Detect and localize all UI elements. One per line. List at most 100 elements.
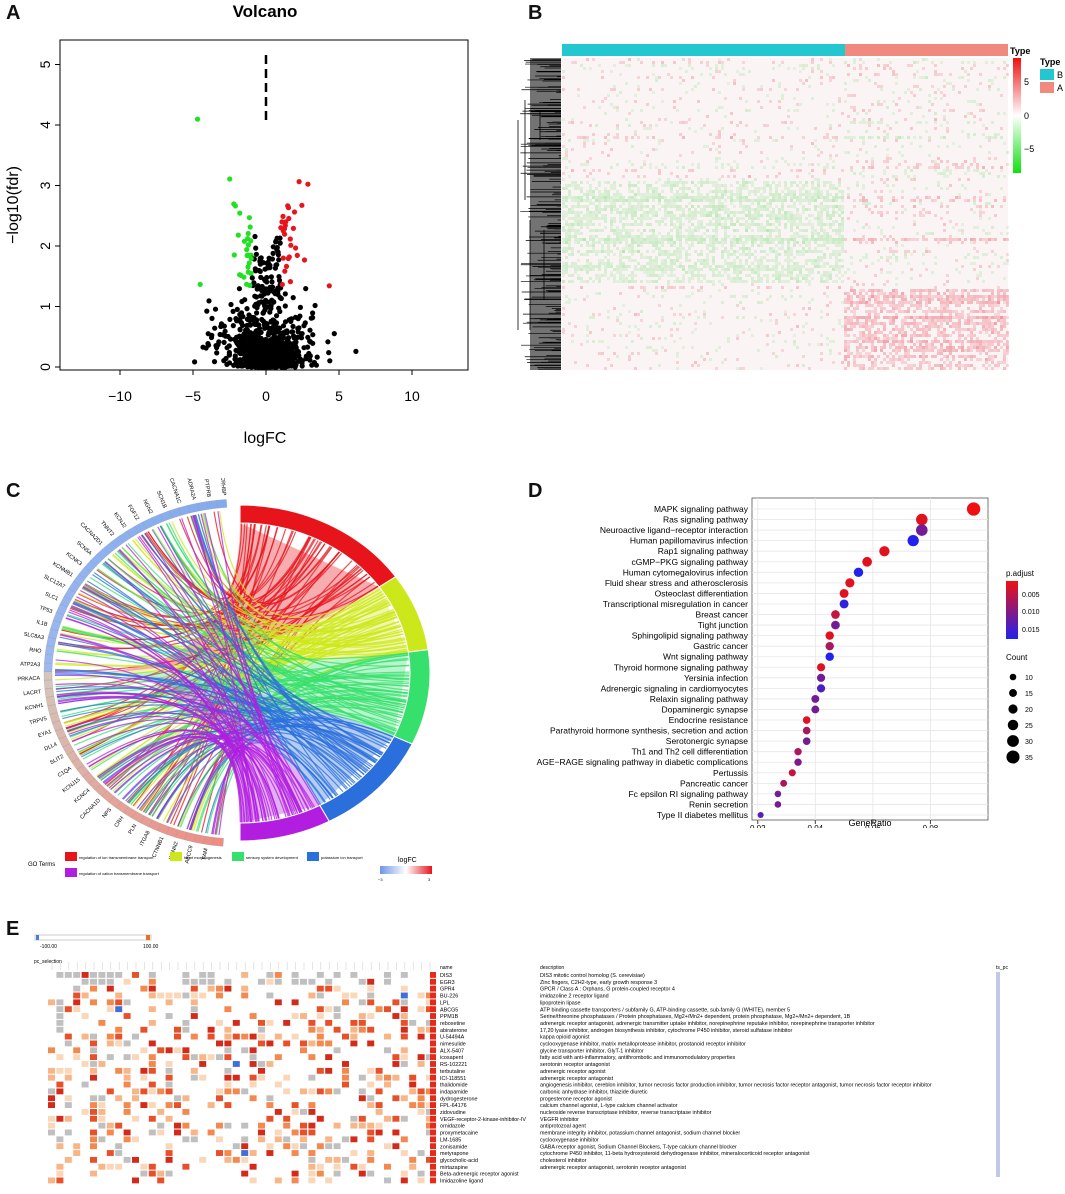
heatmap-cell xyxy=(574,187,577,190)
volcano-point xyxy=(314,354,320,360)
heatmap-cell xyxy=(826,271,829,274)
heatmap-cell xyxy=(985,289,988,292)
heatmap-cell xyxy=(838,235,841,238)
heatmap-cell xyxy=(751,289,754,292)
heatmap-cell xyxy=(655,262,658,265)
heatmap-cell xyxy=(568,190,571,193)
heatmap-cell xyxy=(754,190,757,193)
heatmap-cell xyxy=(946,127,949,130)
heatmap-cell xyxy=(979,190,982,193)
heatmap-cell xyxy=(640,238,643,241)
heatmap-cell xyxy=(652,91,655,94)
heatmap-cell xyxy=(679,193,682,196)
heatmap-cell xyxy=(841,205,844,208)
heatmap-cell xyxy=(889,190,892,193)
heatmap-cell xyxy=(568,139,571,142)
heatmap-cell xyxy=(748,223,751,226)
heatmap-cell xyxy=(952,295,955,298)
heatmap-cell xyxy=(694,196,697,199)
heatmap-cell xyxy=(700,235,703,238)
heatmap-cell xyxy=(874,238,877,241)
heatmap-cell xyxy=(817,238,820,241)
heatmap-cell xyxy=(778,229,781,232)
heatmap-cell xyxy=(784,280,787,283)
heatmap-cell xyxy=(673,262,676,265)
heatmap-cell xyxy=(724,262,727,265)
heatmap-cell xyxy=(718,157,721,160)
heatmap-cell xyxy=(790,235,793,238)
heatmap-cell xyxy=(937,172,940,175)
heatmap-cell xyxy=(649,193,652,196)
heatmap-cell xyxy=(730,121,733,124)
heatmap-cell xyxy=(871,292,874,295)
heatmap-cell xyxy=(628,211,631,214)
heatmap-cell xyxy=(865,160,868,163)
heatmap-cell xyxy=(793,241,796,244)
heatmap-cell xyxy=(775,217,778,220)
heatmap-cell xyxy=(958,229,961,232)
volcano-point xyxy=(214,350,220,356)
heatmap-cell xyxy=(823,169,826,172)
heatmap-cell xyxy=(799,103,802,106)
volcano-xlabel: logFC xyxy=(244,430,287,447)
heatmap-cell xyxy=(670,265,673,268)
heatmap-cell xyxy=(589,184,592,187)
heatmap-cell xyxy=(769,136,772,139)
heatmap-cell xyxy=(622,274,625,277)
heatmap-cell xyxy=(706,235,709,238)
volcano-point xyxy=(259,316,265,323)
heatmap-cell xyxy=(688,244,691,247)
heatmap-cell xyxy=(619,91,622,94)
heatmap-cell xyxy=(967,280,970,283)
volcano-point xyxy=(353,348,359,354)
heatmap-cell xyxy=(640,253,643,256)
heatmap-cell xyxy=(565,262,568,265)
heatmap-cell xyxy=(925,268,928,271)
heatmap-cell xyxy=(955,259,958,262)
heatmap-cell xyxy=(598,265,601,268)
volcano-point xyxy=(285,349,291,355)
heatmap-cell xyxy=(670,202,673,205)
volcano-point xyxy=(277,240,283,246)
heatmap-cell xyxy=(919,121,922,124)
heatmap-cell xyxy=(745,124,748,127)
heatmap-cell xyxy=(754,256,757,259)
heatmap-cell xyxy=(721,175,724,178)
heatmap-cell xyxy=(616,271,619,274)
heatmap-cell xyxy=(616,133,619,136)
heatmap-cell xyxy=(610,202,613,205)
heatmap-cell xyxy=(646,199,649,202)
heatmap-cell xyxy=(973,121,976,124)
heatmap-cell xyxy=(817,271,820,274)
heatmap-cell xyxy=(862,118,865,121)
heatmap-cell xyxy=(640,244,643,247)
heatmap-cell xyxy=(655,259,658,262)
heatmap-cell xyxy=(649,124,652,127)
heatmap-cell xyxy=(793,205,796,208)
heatmap-cell xyxy=(745,238,748,241)
heatmap-cell xyxy=(718,145,721,148)
heatmap-cell xyxy=(757,205,760,208)
heatmap-cell xyxy=(724,97,727,100)
heatmap-cell xyxy=(805,259,808,262)
heatmap-cell xyxy=(715,67,718,70)
volcano-point xyxy=(262,360,268,366)
heatmap-cell xyxy=(742,196,745,199)
heatmap-cell xyxy=(598,280,601,283)
heatmap-cell xyxy=(799,244,802,247)
heatmap-cell xyxy=(985,241,988,244)
heatmap-cell xyxy=(805,193,808,196)
heatmap-cell xyxy=(754,268,757,271)
heatmap-cell xyxy=(619,211,622,214)
heatmap-cell xyxy=(775,262,778,265)
heatmap-cell xyxy=(841,169,844,172)
heatmap-cell xyxy=(571,199,574,202)
heatmap-cell xyxy=(847,295,850,298)
heatmap-cell xyxy=(562,241,565,244)
heatmap-cell xyxy=(571,169,574,172)
heatmap-cell xyxy=(925,211,928,214)
heatmap-cell xyxy=(883,64,886,67)
heatmap-cell xyxy=(643,196,646,199)
heatmap-cell xyxy=(841,112,844,115)
heatmap-cell xyxy=(829,154,832,157)
